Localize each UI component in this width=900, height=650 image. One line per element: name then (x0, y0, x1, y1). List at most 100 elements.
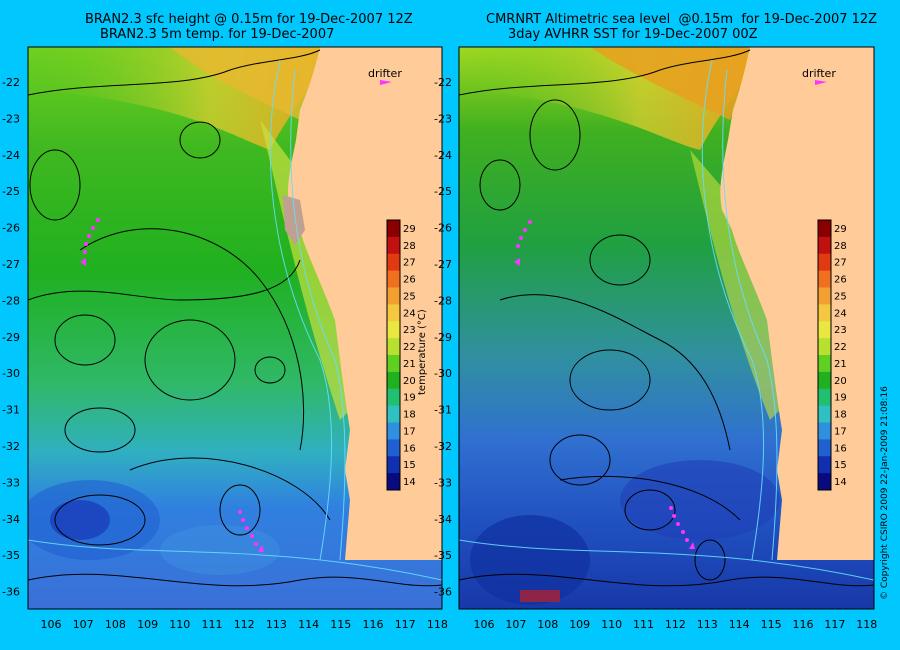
longitude-tick-label: 107 (505, 618, 526, 631)
colorbar-tick-label: 22 (403, 342, 416, 353)
latitude-tick-label: -36 (434, 586, 452, 599)
colorbar-swatch (818, 456, 831, 474)
latitude-tick-label: -24 (2, 149, 20, 162)
colorbar-swatch (387, 422, 400, 440)
colorbar-swatch (818, 338, 831, 356)
latitude-tick-label: -33 (434, 476, 452, 489)
colorbar-tick-label: 29 (834, 224, 847, 235)
longitude-tick-label: 107 (73, 618, 94, 631)
colorbar-swatch (387, 473, 400, 491)
colorbar-swatch (387, 236, 400, 255)
colorbar-swatch (387, 405, 400, 423)
colorbar-tick-label: 22 (834, 342, 847, 353)
longitude-tick-label: 110 (169, 618, 190, 631)
colorbar-tick-label: 25 (403, 291, 416, 302)
colorbar-swatch (387, 270, 400, 288)
colorbar-swatch (387, 456, 400, 474)
latitude-tick-label: -34 (434, 513, 452, 526)
longitude-tick-label: 116 (363, 618, 384, 631)
colorbar-swatch (387, 220, 400, 238)
latitude-tick-label: -36 (2, 586, 20, 599)
longitude-tick-label: 116 (793, 618, 814, 631)
latitude-tick-label: -31 (434, 404, 452, 417)
colorbar-tick-label: 21 (834, 359, 847, 370)
longitude-tick-label: 108 (537, 618, 558, 631)
colorbar-label: temperature (°C) (417, 309, 428, 395)
latitude-tick-label: -32 (434, 440, 452, 453)
colorbar-swatch (818, 422, 831, 440)
longitude-tick-label: 108 (105, 618, 126, 631)
longitude-tick-label: 113 (266, 618, 287, 631)
colorbar-swatch (818, 388, 831, 407)
latitude-tick-label: -25 (434, 185, 452, 198)
colorbar-swatch (818, 287, 831, 305)
colorbar-tick-label: 18 (834, 410, 847, 421)
right-map-panel (459, 47, 874, 609)
drifter-track-right (514, 80, 827, 549)
latitude-tick-label: -35 (434, 549, 452, 562)
longitude-tick-label: 110 (601, 618, 622, 631)
longitude-tick-label: 112 (234, 618, 255, 631)
colorbar-swatch (387, 338, 400, 356)
latitude-tick-label: -28 (2, 294, 20, 307)
ssh-contours-left (28, 49, 442, 587)
colorbar-tick-label: 20 (403, 376, 416, 387)
colorbar-tick-label: 27 (403, 258, 416, 269)
colorbar-swatch (818, 405, 831, 423)
colorbar-tick-label: 24 (834, 308, 847, 319)
colorbar-swatch (387, 355, 400, 373)
latitude-tick-label: -28 (434, 294, 452, 307)
isobaths-right (459, 59, 874, 581)
latitude-tick-label: -29 (434, 331, 452, 344)
drifter-label-right: drifter (802, 67, 836, 80)
colorbar-tick-label: 28 (834, 241, 847, 252)
longitude-tick-label: 114 (298, 618, 319, 631)
colorbar-swatch (387, 253, 400, 272)
right-title-line1: CMRNRT Altimetric sea level @0.15m for 1… (486, 12, 878, 27)
longitude-tick-label: 111 (202, 618, 223, 631)
latitude-tick-label: -23 (2, 112, 20, 125)
colorbar-swatch (818, 439, 831, 457)
colorbar-swatch (387, 287, 400, 305)
latitude-tick-label: -24 (434, 149, 452, 162)
latitude-tick-label: -26 (2, 222, 20, 235)
longitude-tick-label: 113 (697, 618, 718, 631)
longitude-tick-label: 109 (569, 618, 590, 631)
colorbar-tick-label: 26 (403, 275, 416, 286)
colorbar-tick-label: 14 (403, 477, 416, 488)
colorbar-tick-label: 24 (403, 308, 416, 319)
left-title-line2: BRAN2.3 5m temp. for 19-Dec-2007 (100, 27, 335, 42)
longitude-tick-label: 106 (474, 618, 495, 631)
longitude-tick-label: 111 (633, 618, 654, 631)
colorbar-swatch (818, 473, 831, 491)
colorbar-swatch (818, 236, 831, 255)
colorbar-tick-label: 16 (403, 443, 416, 454)
latitude-tick-label: -30 (2, 367, 20, 380)
colorbar-tick-label: 23 (834, 325, 847, 336)
longitude-tick-label: 106 (41, 618, 62, 631)
longitude-tick-label: 112 (665, 618, 686, 631)
colorbar-tick-label: 28 (403, 241, 416, 252)
colorbar-swatch (387, 304, 400, 322)
colorbar-tick-label: 18 (403, 410, 416, 421)
latitude-tick-label: -32 (2, 440, 20, 453)
latitude-tick-label: -29 (2, 331, 20, 344)
colorbar-tick-label: 25 (834, 291, 847, 302)
colorbar-tick-label: 17 (403, 426, 416, 437)
drifter-label-left: drifter (368, 67, 402, 80)
colorbar-tick-label: 29 (403, 224, 416, 235)
colorbar-tick-label: 21 (403, 359, 416, 370)
longitude-tick-label: 114 (729, 618, 750, 631)
colorbar-swatch (387, 439, 400, 457)
latitude-tick-label: -26 (434, 222, 452, 235)
colorbar-tick-label: 20 (834, 376, 847, 387)
copyright-text: © Copyright CSIRO 2009 22-Jan-2009 21:08… (880, 386, 890, 600)
temperature-colorbar: 29 28 27 26 25 24 23 22 21 20 19 18 17 16 15 14 (386, 219, 416, 491)
latitude-tick-label: -33 (2, 476, 20, 489)
longitude-tick-label: 109 (137, 618, 158, 631)
colorbar-tick-label: 14 (834, 477, 847, 488)
colorbar-swatch (818, 321, 831, 339)
latitude-tick-label: -22 (2, 76, 20, 89)
longitude-tick-label: 118 (856, 618, 877, 631)
